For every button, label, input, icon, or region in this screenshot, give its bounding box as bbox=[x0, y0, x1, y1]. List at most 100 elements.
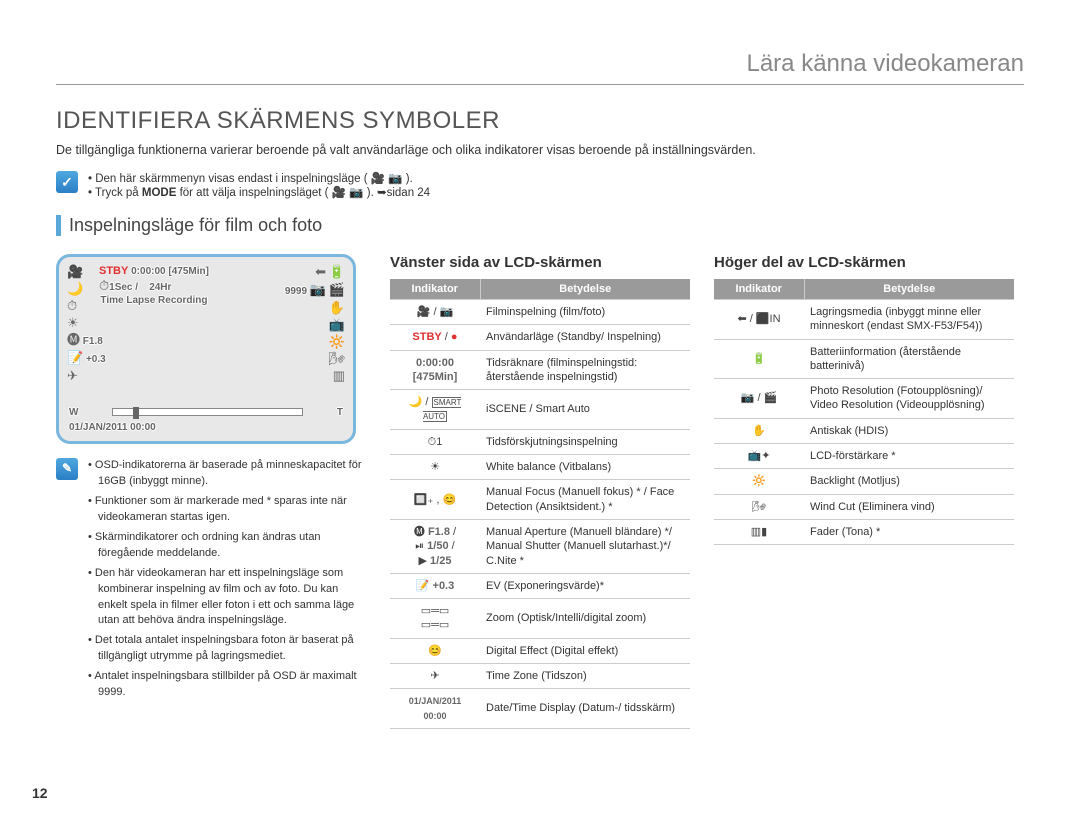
meaning-cell: Backlight (Motljus) bbox=[804, 469, 1014, 494]
indicator-cell: 🌙 / SMARTAUTO bbox=[390, 390, 480, 430]
lcd-time: 0:00:00 bbox=[131, 266, 165, 277]
hdis-icon: ✋ bbox=[329, 301, 345, 314]
indicator-cell: ▥▮ bbox=[714, 519, 804, 544]
indicator-cell: ▭═▭▭═▭ bbox=[390, 599, 480, 639]
meaning-cell: LCD-förstärkare * bbox=[804, 444, 1014, 469]
meaning-cell: Manual Focus (Manuell fokus) * / Face De… bbox=[480, 480, 690, 520]
meaning-cell: Lagringsmedia (inbyggt minne eller minne… bbox=[804, 300, 1014, 340]
indicator-cell: 📺✦ bbox=[714, 444, 804, 469]
meaning-cell: Digital Effect (Digital effekt) bbox=[480, 638, 690, 663]
meaning-cell: Fader (Tona) * bbox=[804, 519, 1014, 544]
meaning-cell: EV (Exponeringsvärde)* bbox=[480, 573, 690, 598]
meaning-cell: White balance (Vitbalans) bbox=[480, 455, 690, 480]
indicator-cell: ☀ bbox=[390, 455, 480, 480]
table-row: 🔆Backlight (Motljus) bbox=[714, 469, 1014, 494]
meaning-cell: Filminspelning (film/foto) bbox=[480, 300, 690, 325]
topnote-line1: Den här skärmmenyn visas endast i inspel… bbox=[88, 171, 430, 185]
tz-icon: ✈ bbox=[67, 369, 106, 382]
indicator-cell: 😊 bbox=[390, 638, 480, 663]
table-row: ▭═▭▭═▭Zoom (Optisk/Intelli/digital zoom) bbox=[390, 599, 690, 639]
right-table-title: Höger del av LCD-skärmen bbox=[714, 254, 1014, 271]
lcd-enh-icon: 📺 bbox=[329, 318, 345, 331]
table-row: 🌬Wind Cut (Eliminera vind) bbox=[714, 494, 1014, 519]
note-item: Den här videokameran har ett inspelnings… bbox=[88, 566, 366, 630]
stby-label: STBY bbox=[99, 265, 128, 277]
indicator-cell: 01/JAN/2011 00:00 bbox=[390, 689, 480, 729]
left-indicator-table: Indikator Betydelse 🎥 / 📷Filminspelning … bbox=[390, 279, 690, 729]
indicator-cell: 🔋 bbox=[714, 339, 804, 379]
lcd-tlr: Time Lapse Recording bbox=[99, 295, 209, 306]
left-table-title: Vänster sida av LCD-skärmen bbox=[390, 254, 690, 271]
note-item: Skärmindikatorer och ordning kan ändras … bbox=[88, 530, 366, 562]
indicator-cell: 📝 +0.3 bbox=[390, 573, 480, 598]
meaning-cell: Tidsräknare (filminspelningstid: återstå… bbox=[480, 350, 690, 390]
indicator-cell: ⏱1 bbox=[390, 429, 480, 454]
ev-icon: 📝 bbox=[67, 350, 83, 365]
meaning-cell: Date/Time Display (Datum-/ tidsskärm) bbox=[480, 689, 690, 729]
indicator-cell: 🔲₊ , 😊 bbox=[390, 480, 480, 520]
page-number: 12 bbox=[32, 785, 48, 801]
page-title: IDENTIFIERA SKÄRMENS SYMBOLER bbox=[56, 107, 1024, 135]
th-indicator: Indikator bbox=[714, 279, 804, 300]
meaning-cell: Antiskak (HDIS) bbox=[804, 418, 1014, 443]
fader-icon: ▥ bbox=[333, 369, 345, 382]
topnote-line2: Tryck på MODE för att välja inspelningsl… bbox=[88, 185, 430, 199]
th-indicator: Indikator bbox=[390, 279, 480, 300]
table-row: ✋Antiskak (HDIS) bbox=[714, 418, 1014, 443]
table-row: 01/JAN/2011 00:00Date/Time Display (Datu… bbox=[390, 689, 690, 729]
table-row: 📝 +0.3EV (Exponeringsvärde)* bbox=[390, 573, 690, 598]
table-row: 😊Digital Effect (Digital effekt) bbox=[390, 638, 690, 663]
right-indicator-table: Indikator Betydelse ⬅ / ⬛INLagringsmedia… bbox=[714, 279, 1014, 545]
table-row: ▥▮Fader (Tona) * bbox=[714, 519, 1014, 544]
table-row: 🅜 F1.8 /⏯ 1/50 /▶ 1/25Manual Aperture (M… bbox=[390, 519, 690, 573]
table-row: 🎥 / 📷Filminspelning (film/foto) bbox=[390, 300, 690, 325]
meaning-cell: Time Zone (Tidszon) bbox=[480, 664, 690, 689]
note-icon bbox=[56, 458, 78, 480]
table-row: STBY / ●Användarläge (Standby/ Inspelnin… bbox=[390, 325, 690, 350]
meaning-cell: Zoom (Optisk/Intelli/digital zoom) bbox=[480, 599, 690, 639]
lcd-remain: [475Min] bbox=[168, 266, 209, 277]
windcut-icon: 🌬 bbox=[328, 352, 345, 365]
check-icon bbox=[56, 171, 78, 193]
note-item: OSD-indikatorerna är baserade på minnesk… bbox=[88, 458, 366, 490]
table-row: 📺✦LCD-förstärkare * bbox=[714, 444, 1014, 469]
meaning-cell: Photo Resolution (Fotoupplösning)/ Video… bbox=[804, 379, 1014, 419]
table-row: 0:00:00 [475Min]Tidsräknare (filminspeln… bbox=[390, 350, 690, 390]
table-row: 📷 / 🎬Photo Resolution (Fotoupplösning)/ … bbox=[714, 379, 1014, 419]
meaning-cell: Användarläge (Standby/ Inspelning) bbox=[480, 325, 690, 350]
note-item: Funktioner som är markerade med * sparas… bbox=[88, 494, 366, 526]
table-row: ✈Time Zone (Tidszon) bbox=[390, 664, 690, 689]
subsection-title: Inspelningsläge för film och foto bbox=[56, 215, 1024, 236]
indicator-cell: 0:00:00 [475Min] bbox=[390, 350, 480, 390]
table-row: 🌙 / SMARTAUTOiSCENE / Smart Auto bbox=[390, 390, 690, 430]
meaning-cell: iSCENE / Smart Auto bbox=[480, 390, 690, 430]
table-row: ⏱1Tidsförskjutningsinspelning bbox=[390, 429, 690, 454]
meaning-cell: Manual Aperture (Manuell bländare) */ Ma… bbox=[480, 519, 690, 573]
indicator-cell: 📷 / 🎬 bbox=[714, 379, 804, 419]
table-row: ☀White balance (Vitbalans) bbox=[390, 455, 690, 480]
meaning-cell: Wind Cut (Eliminera vind) bbox=[804, 494, 1014, 519]
wb-icon: ☀ bbox=[67, 316, 106, 329]
meaning-cell: Batteriinformation (återstående batterin… bbox=[804, 339, 1014, 379]
aperture-icon: 🅜 bbox=[67, 332, 80, 347]
osd-notes: OSD-indikatorerna är baserade på minnesk… bbox=[56, 458, 366, 705]
table-row: 🔲₊ , 😊Manual Focus (Manuell fokus) * / F… bbox=[390, 480, 690, 520]
table-row: ⬅ / ⬛INLagringsmedia (inbyggt minne elle… bbox=[714, 300, 1014, 340]
indicator-cell: 🅜 F1.8 /⏯ 1/50 /▶ 1/25 bbox=[390, 519, 480, 573]
indicator-cell: ✋ bbox=[714, 418, 804, 443]
th-meaning: Betydelse bbox=[480, 279, 690, 300]
indicator-cell: 🌬 bbox=[714, 494, 804, 519]
th-meaning: Betydelse bbox=[804, 279, 1014, 300]
indicator-cell: ✈ bbox=[390, 664, 480, 689]
indicator-cell: 🎥 / 📷 bbox=[390, 300, 480, 325]
indicator-cell: ⬅ / ⬛IN bbox=[714, 300, 804, 340]
backlight-icon: 🔆 bbox=[329, 335, 345, 348]
note-item: Antalet inspelningsbara stillbilder på O… bbox=[88, 669, 366, 701]
intro-text: De tillgängliga funktionerna varierar be… bbox=[56, 143, 1024, 157]
top-note: Den här skärmmenyn visas endast i inspel… bbox=[56, 171, 1024, 199]
lcd-mockup: 🎥 🌙 ⏱ ☀ 🅜 F1.8 📝 +0.3 ✈ STBY 0:00:00 [47… bbox=[56, 254, 356, 444]
indicator-cell: 🔆 bbox=[714, 469, 804, 494]
lcd-date: 01/JAN/2011 00:00 bbox=[69, 422, 343, 433]
note-item: Det totala antalet inspelningsbara foton… bbox=[88, 633, 366, 665]
indicator-cell: STBY / ● bbox=[390, 325, 480, 350]
